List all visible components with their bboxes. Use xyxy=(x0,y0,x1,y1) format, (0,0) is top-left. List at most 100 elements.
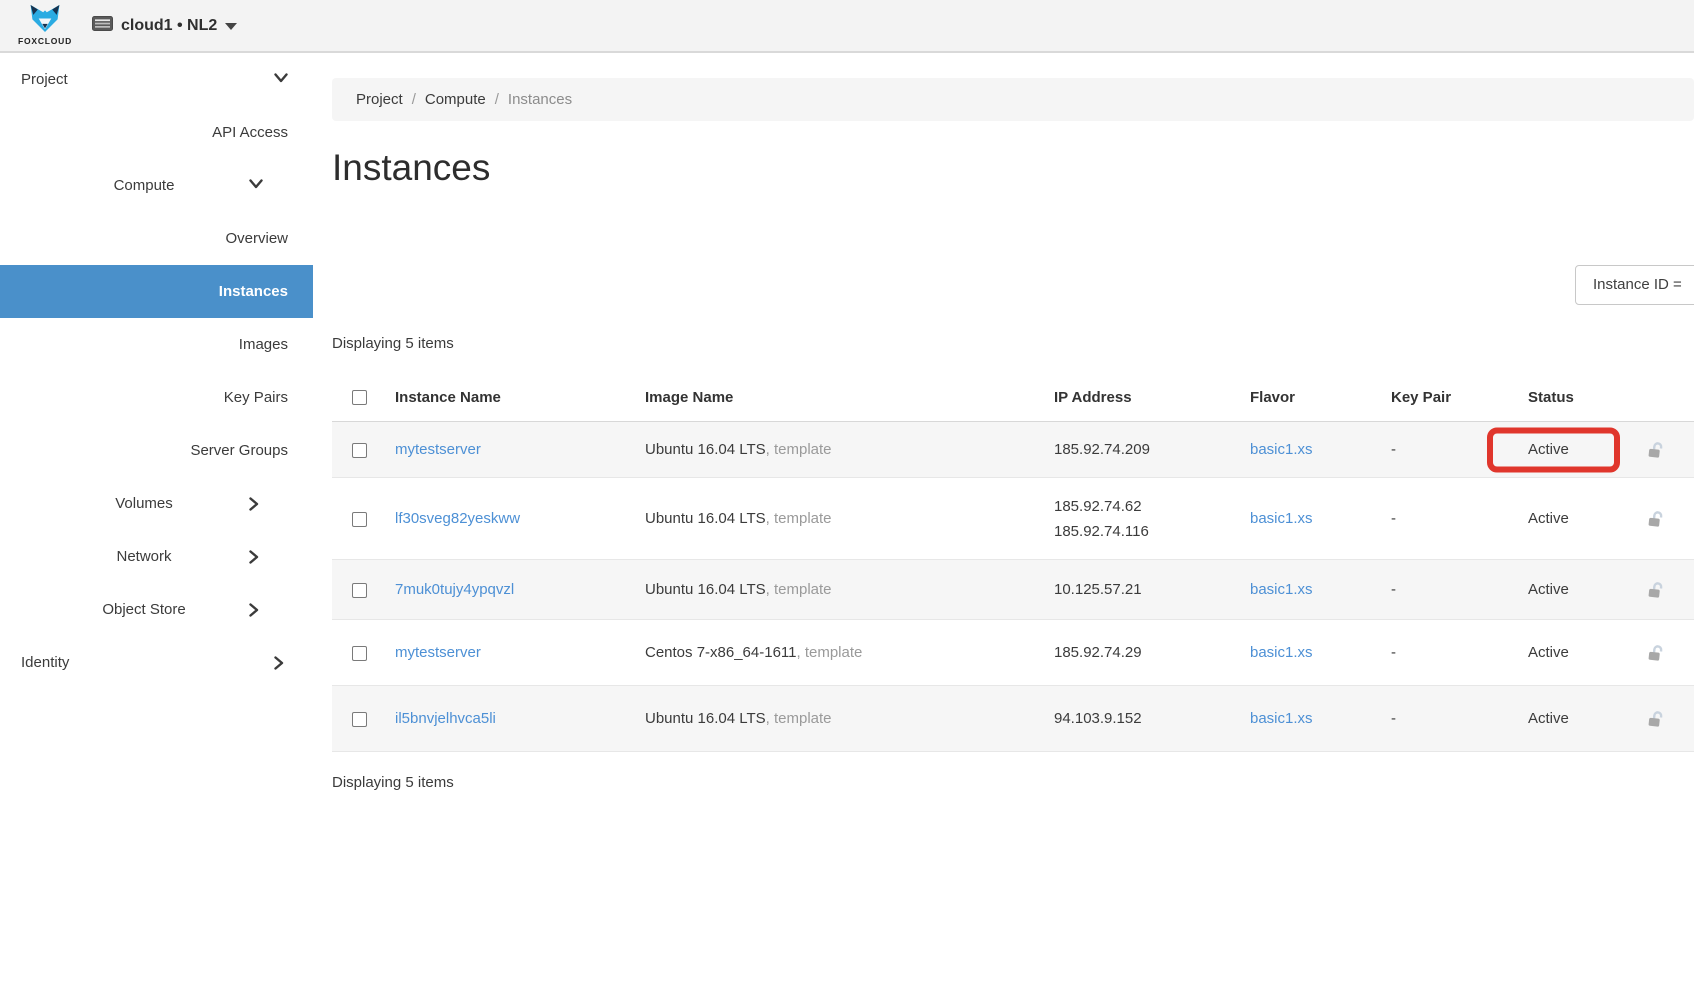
status-badge: Active xyxy=(1528,581,1569,598)
sidebar-item-instances[interactable]: Instances xyxy=(0,265,313,318)
instance-name-link[interactable]: 7muk0tujy4ypqvzl xyxy=(395,581,515,598)
ip-address: 185.92.74.209 xyxy=(1054,441,1150,458)
unlock-icon xyxy=(1646,440,1694,460)
header-checkbox-cell xyxy=(332,389,395,406)
row-checkbox[interactable] xyxy=(352,645,367,661)
row-checkbox-cell xyxy=(332,510,395,527)
main-content: Project / Compute / Instances Instances Inst… xyxy=(313,53,1694,792)
sidebar-item-label: Volumes xyxy=(115,495,173,512)
ip-address-cell: 185.92.74.209 xyxy=(1054,437,1250,462)
sidebar-item-object-store[interactable]: Object Store xyxy=(0,583,288,636)
breadcrumb-compute[interactable]: Compute xyxy=(424,91,486,108)
sidebar-item-images[interactable]: Images xyxy=(0,318,313,371)
instance-name-cell: lf30sveg82yeskww xyxy=(395,510,645,527)
chevron-down-icon xyxy=(249,178,263,193)
column-header-status: Status xyxy=(1528,388,1574,406)
sidebar-item-volumes[interactable]: Volumes xyxy=(0,477,288,530)
image-name-suffix: , template xyxy=(765,441,832,458)
unlock-icon xyxy=(1646,509,1694,529)
flavor-link[interactable]: basic1.xs xyxy=(1250,510,1313,527)
image-name: Ubuntu 16.04 LTS xyxy=(645,441,766,458)
flavor-link[interactable]: basic1.xs xyxy=(1250,644,1313,661)
breadcrumb-instances: Instances xyxy=(507,91,573,108)
instances-table: Instance Name Image Name IP Address Flavor K… xyxy=(332,373,1694,752)
image-name: Ubuntu 16.04 LTS xyxy=(645,581,766,598)
image-name-cell: Centos 7-x86_64-1611, template xyxy=(645,644,1054,661)
instance-name-link[interactable]: lf30sveg82yeskww xyxy=(395,510,521,527)
status-cell: Active xyxy=(1528,644,1640,661)
lock-cell xyxy=(1640,643,1694,663)
highlight-ring xyxy=(1487,427,1620,472)
sidebar-item-api-access[interactable]: API Access xyxy=(0,106,313,159)
foxcloud-logo-icon xyxy=(26,5,64,36)
brand-logo[interactable]: FOXCLOUD xyxy=(6,5,84,46)
lock-cell xyxy=(1640,440,1694,460)
flavor-link[interactable]: basic1.xs xyxy=(1250,441,1313,458)
row-checkbox-cell xyxy=(332,710,395,727)
sidebar-item-network[interactable]: Network xyxy=(0,530,288,583)
breadcrumb: Project / Compute / Instances xyxy=(332,78,1694,121)
instance-name-link[interactable]: il5bnvjelhvca5li xyxy=(395,710,496,727)
instance-name-cell: mytestserver xyxy=(395,441,645,458)
top-bar: FOXCLOUD cloud1 • NL2 xyxy=(0,0,1694,53)
ip-address-cell: 185.92.74.62 185.92.74.116 xyxy=(1054,494,1250,544)
flavor-cell: basic1.xs xyxy=(1250,710,1391,727)
sidebar-item-overview[interactable]: Overview xyxy=(0,212,313,265)
sidebar-item-key-pairs[interactable]: Key Pairs xyxy=(0,371,313,424)
select-all-checkbox[interactable] xyxy=(352,390,367,406)
sidebar-item-compute[interactable]: Compute xyxy=(0,159,288,212)
table-row: mytestserver Centos 7-x86_64-1611, templa… xyxy=(332,620,1694,686)
sidebar: Project API Access Compute Overview Instance… xyxy=(0,53,313,792)
key-pair-cell: - xyxy=(1391,710,1396,727)
caret-down-icon xyxy=(225,23,238,30)
filter-instance-id-button[interactable]: Instance ID = xyxy=(1575,265,1694,305)
flavor-link[interactable]: basic1.xs xyxy=(1250,710,1313,727)
table-row: mytestserver Ubuntu 16.04 LTS, template 18… xyxy=(332,422,1694,478)
table-row: il5bnvjelhvca5li Ubuntu 16.04 LTS, templa… xyxy=(332,686,1694,752)
status-cell: Active xyxy=(1487,427,1640,472)
breadcrumb-separator: / xyxy=(494,91,499,108)
lock-cell xyxy=(1640,509,1694,529)
key-pair-cell: - xyxy=(1391,581,1396,598)
row-checkbox[interactable] xyxy=(352,711,367,727)
status-badge: Active xyxy=(1528,644,1569,661)
column-header-image-name: Image Name xyxy=(645,388,734,406)
row-checkbox[interactable] xyxy=(352,511,367,527)
image-name-suffix: , template xyxy=(765,710,832,727)
image-name-suffix: , template xyxy=(796,644,863,661)
instance-name-link[interactable]: mytestserver xyxy=(395,441,481,458)
row-checkbox[interactable] xyxy=(352,442,367,458)
unlock-icon xyxy=(1646,580,1694,600)
column-header-key-pair: Key Pair xyxy=(1391,388,1452,406)
row-checkbox[interactable] xyxy=(352,582,367,598)
image-name: Ubuntu 16.04 LTS xyxy=(645,710,766,727)
ip-address: 185.92.74.62 xyxy=(1054,497,1142,515)
sidebar-item-label: Instances xyxy=(218,283,288,300)
sidebar-item-identity[interactable]: Identity xyxy=(0,636,313,689)
flavor-cell: basic1.xs xyxy=(1250,644,1391,661)
sidebar-item-server-groups[interactable]: Server Groups xyxy=(0,424,313,477)
instance-name-link[interactable]: mytestserver xyxy=(395,644,481,661)
chevron-right-icon xyxy=(274,655,288,670)
key-pair-cell: - xyxy=(1391,510,1396,527)
row-checkbox-cell xyxy=(332,441,395,458)
region-selector[interactable]: cloud1 • NL2 xyxy=(92,16,238,35)
chevron-down-icon xyxy=(274,72,288,87)
ip-address: 94.103.9.152 xyxy=(1054,710,1142,727)
filter-label: Instance ID = xyxy=(1593,276,1682,293)
chevron-right-icon xyxy=(249,496,263,511)
card-icon xyxy=(92,16,113,35)
sidebar-item-project[interactable]: Project xyxy=(0,53,313,106)
breadcrumb-separator: / xyxy=(411,91,416,108)
table-header-row: Instance Name Image Name IP Address Flavor K… xyxy=(332,373,1694,422)
image-name-cell: Ubuntu 16.04 LTS, template xyxy=(645,441,1054,458)
flavor-link[interactable]: basic1.xs xyxy=(1250,581,1313,598)
sidebar-item-label: Compute xyxy=(113,177,175,194)
chevron-right-icon xyxy=(249,602,263,617)
breadcrumb-project[interactable]: Project xyxy=(356,91,403,108)
sidebar-item-label: Key Pairs xyxy=(223,389,288,406)
sidebar-item-label: API Access xyxy=(212,124,288,141)
status-cell: Active xyxy=(1528,581,1640,598)
ip-address: 10.125.57.21 xyxy=(1054,581,1142,598)
unlock-icon xyxy=(1646,643,1694,663)
